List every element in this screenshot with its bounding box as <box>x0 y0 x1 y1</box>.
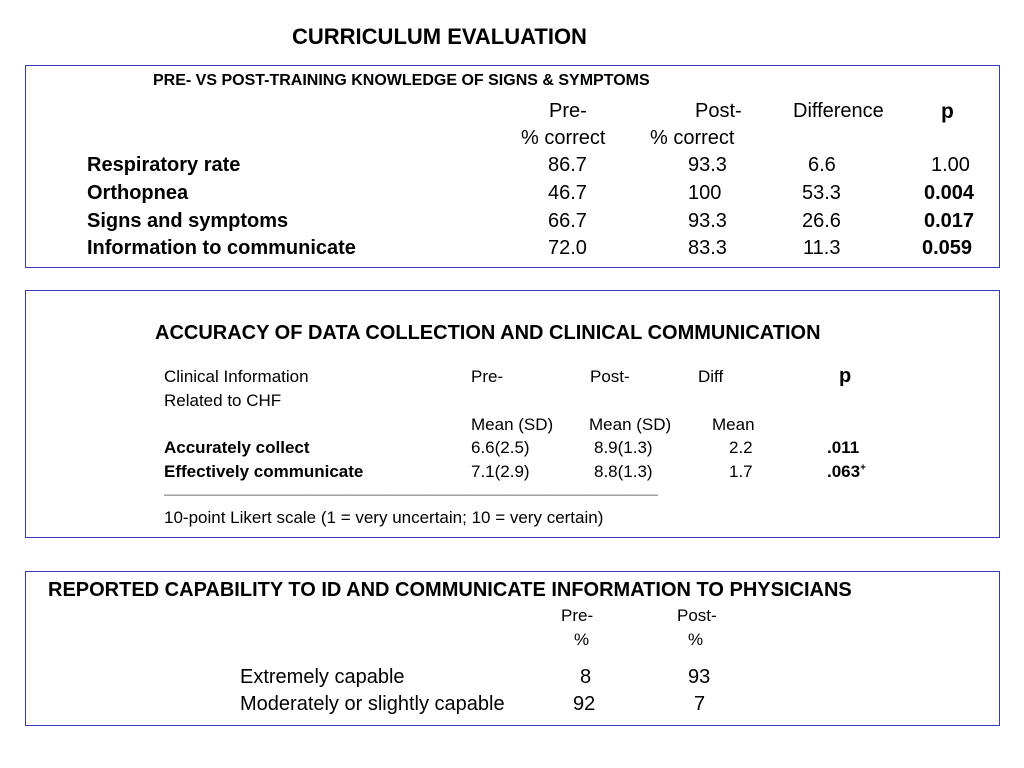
knowledge-row-diff: 6.6 <box>808 154 836 176</box>
accuracy-row-diff: 1.7 <box>729 462 753 481</box>
knowledge-row-post: 83.3 <box>688 237 727 259</box>
accuracy-divider: ________________________________________… <box>164 482 658 496</box>
knowledge-row-pre: 72.0 <box>548 237 587 259</box>
accuracy-row-p: .063+ <box>827 462 866 481</box>
capability-table-box <box>25 571 1000 726</box>
capability-row-pre: 8 <box>580 666 592 688</box>
accuracy-table-box <box>25 290 1000 538</box>
accuracy-row-post: 8.8(1.3) <box>594 462 653 481</box>
knowledge-row-diff: 11.3 <box>803 237 841 259</box>
accuracy-row-diff: 2.2 <box>729 438 753 457</box>
knowledge-header-post-unit: % correct <box>650 127 735 149</box>
capability-header-post: Post- <box>677 606 717 625</box>
accuracy-row-pre: 6.6(2.5) <box>471 438 530 457</box>
knowledge-row-pre: 86.7 <box>548 154 587 176</box>
knowledge-header-difference: Difference <box>793 100 884 122</box>
accuracy-header-post-unit: Mean (SD) <box>589 415 672 434</box>
accuracy-footnote: 10-point Likert scale (1 = very uncertai… <box>164 508 604 527</box>
capability-header-pre-unit: % <box>574 630 590 649</box>
capability-table-title: REPORTED CAPABILITY TO ID AND COMMUNICAT… <box>48 579 852 601</box>
accuracy-header-post: Post- <box>590 367 630 386</box>
capability-row-label: Moderately or slightly capable <box>240 693 505 715</box>
knowledge-row-post: 93.3 <box>688 154 727 176</box>
knowledge-row-pre: 46.7 <box>548 182 587 204</box>
knowledge-row-label: Orthopnea <box>87 182 189 204</box>
capability-row-label: Extremely capable <box>240 666 405 688</box>
knowledge-row-p: 0.059 <box>922 237 973 259</box>
accuracy-table-title: ACCURACY OF DATA COLLECTION AND CLINICAL… <box>155 322 821 344</box>
accuracy-header-pre: Pre- <box>471 367 504 386</box>
accuracy-header-diff-unit: Mean <box>712 415 755 434</box>
capability-header-pre: Pre- <box>561 606 594 625</box>
knowledge-row-p: 0.004 <box>924 182 975 204</box>
accuracy-row-label: Accurately collect <box>164 438 310 457</box>
capability-row-post: 7 <box>694 693 706 715</box>
knowledge-table-title: PRE- VS POST-TRAINING KNOWLEDGE OF SIGNS… <box>153 72 650 89</box>
knowledge-row-post: 93.3 <box>688 210 727 232</box>
capability-row-pre: 92 <box>573 693 596 715</box>
accuracy-header-info-line2: Related to CHF <box>164 391 282 410</box>
accuracy-header-p: p <box>839 365 852 387</box>
knowledge-table-box <box>25 65 1000 268</box>
capability-header-post-unit: % <box>688 630 704 649</box>
knowledge-header-p: p <box>941 100 954 123</box>
accuracy-row-post: 8.9(1.3) <box>594 438 653 457</box>
capability-row-post: 93 <box>688 666 711 688</box>
accuracy-row-label: Effectively communicate <box>164 462 364 481</box>
knowledge-header-pre-unit: % correct <box>521 127 606 149</box>
accuracy-header-pre-unit: Mean (SD) <box>471 415 554 434</box>
knowledge-row-p: 0.017 <box>924 210 975 232</box>
page-title: CURRICULUM EVALUATION <box>292 24 587 49</box>
knowledge-row-p: 1.00 <box>931 154 970 176</box>
knowledge-row-post: 100 <box>688 182 722 204</box>
knowledge-header-post: Post- <box>695 100 742 122</box>
accuracy-row-pre: 7.1(2.9) <box>471 462 530 481</box>
accuracy-row-p: .011 <box>827 438 860 457</box>
knowledge-row-label: Respiratory rate <box>87 154 241 176</box>
accuracy-header-diff: Diff <box>698 367 724 386</box>
knowledge-row-diff: 26.6 <box>802 210 841 232</box>
knowledge-row-label: Signs and symptoms <box>87 210 289 232</box>
knowledge-row-pre: 66.7 <box>548 210 587 232</box>
knowledge-row-label: Information to communicate <box>87 237 356 259</box>
knowledge-row-diff: 53.3 <box>802 182 841 204</box>
knowledge-header-pre: Pre- <box>549 100 587 122</box>
accuracy-header-info: Clinical Information <box>164 367 309 386</box>
